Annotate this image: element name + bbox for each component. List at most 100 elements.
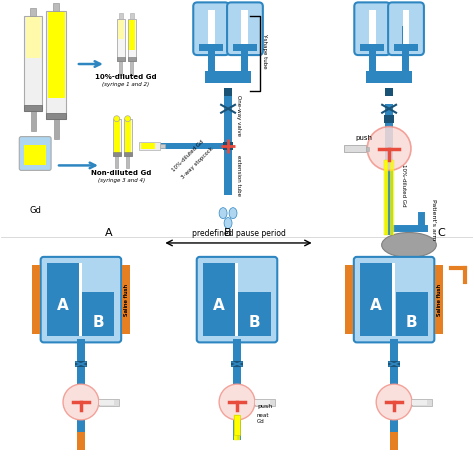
Bar [205, 71, 251, 83]
Bar [385, 104, 393, 235]
Text: predefined pause period: predefined pause period [191, 229, 285, 238]
Bar [394, 44, 418, 51]
Bar [117, 19, 125, 61]
Bar [390, 420, 398, 440]
FancyBboxPatch shape [19, 137, 51, 170]
Bar [115, 156, 118, 168]
Bar [255, 400, 270, 405]
Text: push: push [257, 404, 272, 410]
Ellipse shape [219, 208, 227, 219]
Text: push: push [356, 135, 373, 141]
Bar [53, 3, 59, 11]
Bar [113, 118, 121, 156]
Bar [396, 279, 428, 310]
Bar [46, 11, 66, 119]
Text: A: A [213, 299, 225, 313]
Bar [26, 17, 41, 58]
Ellipse shape [229, 208, 237, 219]
Bar [384, 161, 388, 235]
Bar [385, 195, 393, 215]
Ellipse shape [114, 116, 120, 122]
Bar [30, 9, 36, 16]
Bar [360, 263, 392, 337]
Bar [77, 432, 85, 450]
Bar [119, 61, 122, 75]
Text: (syringe 3 and 4): (syringe 3 and 4) [98, 178, 145, 183]
Bar [412, 400, 427, 405]
Text: A: A [57, 299, 69, 313]
Text: B: B [224, 228, 232, 238]
Bar [54, 118, 59, 138]
Text: One-way valve: One-way valve [236, 95, 241, 136]
FancyBboxPatch shape [354, 257, 434, 342]
Bar [138, 142, 161, 149]
Bar [345, 145, 366, 153]
FancyBboxPatch shape [354, 2, 390, 55]
Bar [75, 361, 87, 367]
Bar [24, 16, 42, 111]
Bar [128, 20, 135, 50]
Text: 10%-diluted Gd: 10%-diluted Gd [401, 164, 406, 207]
Bar [388, 361, 400, 367]
Text: B: B [249, 315, 260, 330]
Bar [234, 415, 237, 440]
Bar [82, 292, 115, 337]
Text: A: A [370, 299, 382, 313]
Bar [128, 57, 136, 61]
Bar [161, 143, 223, 148]
Text: Saline flush: Saline flush [437, 283, 442, 316]
Bar [390, 339, 398, 384]
Circle shape [376, 384, 412, 420]
Text: Gd: Gd [257, 419, 264, 424]
Bar [231, 361, 243, 367]
Bar [384, 115, 394, 123]
Text: Saline flush: Saline flush [124, 283, 128, 316]
Bar [237, 415, 240, 440]
Bar [385, 88, 393, 96]
Bar [199, 44, 223, 51]
Bar [238, 292, 271, 337]
Bar [122, 265, 130, 335]
Bar [369, 10, 376, 47]
Circle shape [219, 384, 255, 420]
Bar [396, 292, 428, 337]
Text: 10%-diluted Gd: 10%-diluted Gd [95, 74, 156, 80]
Circle shape [63, 384, 99, 420]
Bar [233, 44, 257, 51]
Bar [238, 279, 271, 310]
Bar [360, 44, 384, 51]
FancyBboxPatch shape [41, 257, 121, 342]
Bar [24, 105, 42, 111]
Bar [412, 399, 432, 406]
Bar [46, 263, 79, 337]
Text: Saline flush: Saline flush [437, 283, 442, 316]
Bar [31, 111, 36, 131]
Bar [345, 265, 353, 335]
Ellipse shape [125, 116, 131, 122]
Bar [435, 265, 443, 335]
FancyBboxPatch shape [227, 2, 263, 55]
Bar [392, 263, 395, 337]
Bar [32, 265, 40, 335]
Bar [24, 145, 46, 165]
Text: B: B [92, 315, 104, 330]
Text: Y-shape tube: Y-shape tube [262, 33, 267, 69]
Bar [125, 120, 131, 155]
Bar [208, 10, 215, 47]
Text: C: C [437, 228, 445, 238]
Text: extension tube: extension tube [236, 155, 241, 196]
Bar [99, 399, 118, 406]
Bar [124, 118, 132, 156]
Bar [130, 61, 133, 75]
Bar [224, 88, 232, 96]
Bar [369, 26, 376, 71]
Text: (syringe 1 and 2): (syringe 1 and 2) [102, 82, 149, 87]
Bar [208, 26, 215, 71]
Text: B: B [406, 315, 418, 330]
FancyBboxPatch shape [193, 2, 229, 55]
Bar [241, 10, 248, 47]
Bar [113, 153, 121, 156]
Bar [233, 420, 241, 440]
Bar [390, 432, 398, 450]
Bar [129, 13, 134, 19]
